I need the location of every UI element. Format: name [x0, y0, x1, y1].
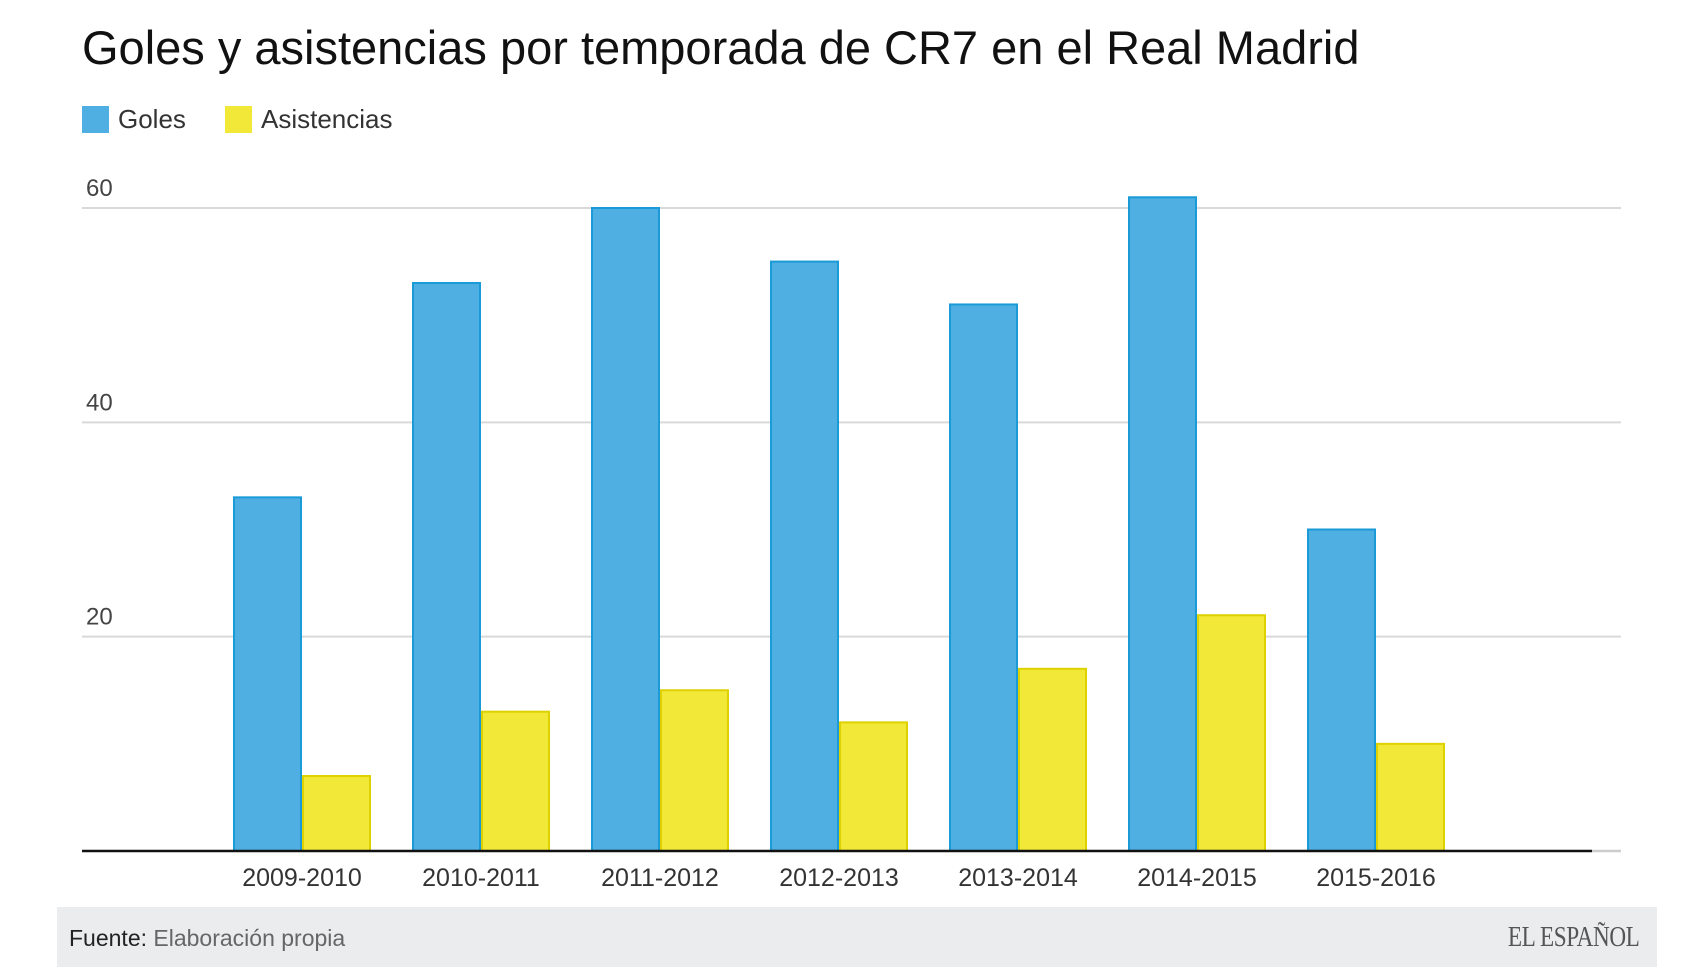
source-note: Fuente: Elaboración propia: [69, 925, 345, 952]
bar-asistencias: [660, 689, 729, 852]
bar-asistencias: [1376, 742, 1445, 852]
y-tick-label: 20: [86, 604, 113, 631]
bar-goles: [1128, 196, 1197, 853]
bar-asistencias: [302, 774, 371, 853]
bar-asistencias: [1018, 667, 1087, 852]
legend-item-goles: Goles: [82, 104, 186, 135]
bar-goles: [770, 260, 839, 853]
x-tick-label: 2011-2012: [601, 864, 719, 892]
bar-asistencias: [839, 721, 908, 853]
bar-goles: [949, 303, 1018, 852]
x-tick-label: 2010-2011: [422, 864, 540, 892]
chart-title: Goles y asistencias por temporada de CR7…: [82, 21, 1360, 74]
y-tick-label: 40: [86, 389, 113, 416]
legend-label-goles: Goles: [118, 104, 186, 134]
y-tick-label: 60: [86, 175, 113, 202]
x-tick-label: 2015-2016: [1316, 864, 1436, 892]
source-value: Elaboración propia: [153, 925, 346, 951]
bar-asistencias: [1197, 614, 1266, 852]
bar-goles: [233, 496, 302, 852]
bar-goles: [1307, 528, 1376, 852]
legend-swatch-goles: [82, 106, 109, 133]
bar-goles: [591, 207, 660, 852]
x-tick-label: 2014-2015: [1137, 864, 1257, 892]
source-label: Fuente:: [69, 925, 147, 951]
brand-logo: EL ESPAÑOL: [1507, 921, 1639, 953]
legend-item-asistencias: Asistencias: [225, 104, 393, 135]
legend-swatch-asistencias: [225, 106, 252, 133]
legend-label-asistencias: Asistencias: [261, 104, 393, 134]
x-tick-label: 2012-2013: [779, 864, 899, 892]
x-tick-label: 2009-2010: [242, 864, 362, 892]
x-tick-label: 2013-2014: [958, 864, 1078, 892]
bar-asistencias: [481, 710, 550, 853]
bar-goles: [412, 282, 481, 852]
footer: Fuente: Elaboración propia EL ESPAÑOL: [57, 907, 1657, 967]
